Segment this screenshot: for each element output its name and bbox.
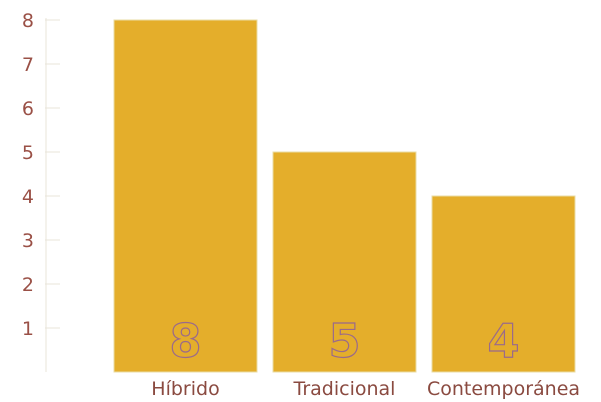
y-tick-label: 4 [22,186,34,208]
y-tick-label: 3 [22,230,34,252]
y-tick-label: 8 [22,10,34,32]
bar-data-label: 5 [328,314,360,368]
bar-2 [272,151,417,373]
y-tick-label: 2 [22,274,34,296]
y-tick-label: 5 [22,142,34,164]
bars-layer [113,19,576,373]
bar-data-label: 4 [487,314,519,368]
labels-layer: 8 Híbrido 5 Tradicional 4 Contemporánea [151,313,580,400]
x-category-label: Tradicional [293,378,396,400]
y-tick-label: 6 [22,98,34,120]
y-tick-label: 7 [22,54,34,76]
x-category-label: Híbrido [151,378,219,400]
x-category-label: Contemporánea [427,378,580,400]
axis-layer: 1 2 3 4 5 6 7 8 [22,10,60,372]
bar-1 [113,19,258,373]
y-tick-label: 1 [22,318,34,340]
bar-3 [431,195,576,373]
bar-data-label: 8 [169,314,201,368]
